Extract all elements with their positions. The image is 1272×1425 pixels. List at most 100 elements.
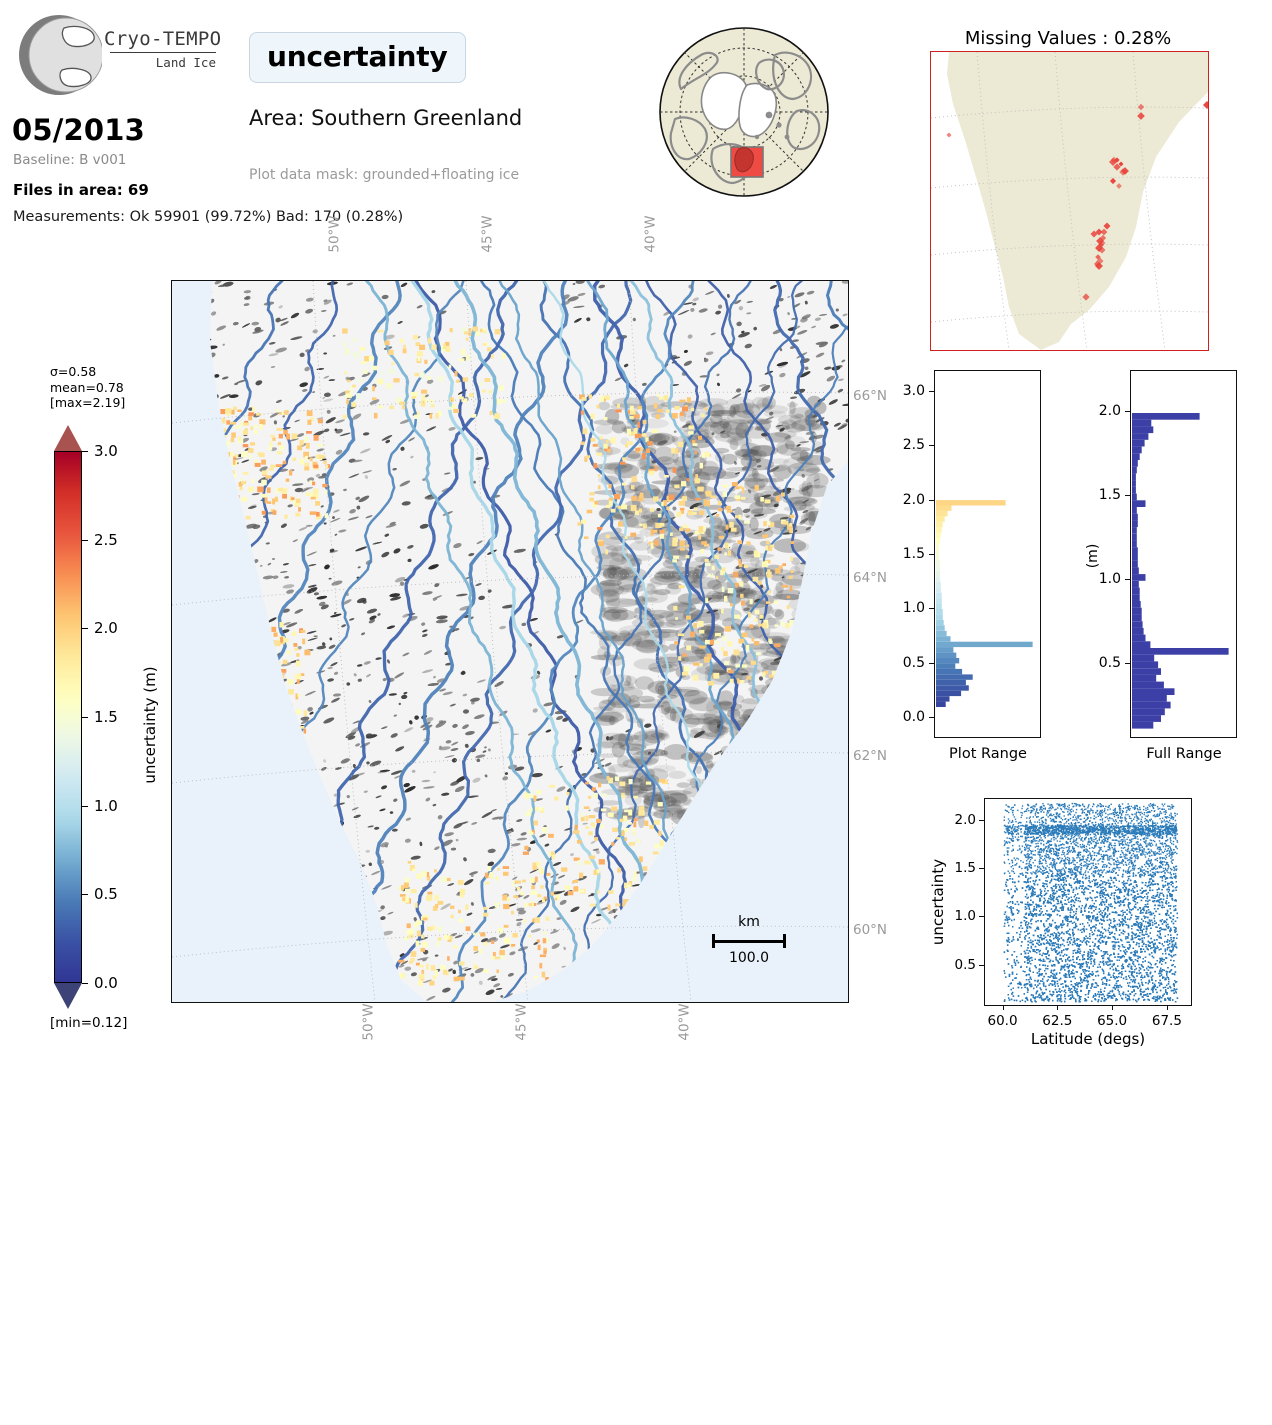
colorbar-under-arrow: [54, 983, 82, 1009]
histogram-bar: [936, 549, 939, 554]
histogram-bar: [936, 653, 956, 658]
missing-values-title: Missing Values : 0.28%: [965, 28, 1171, 49]
date-label: 05/2013: [12, 113, 145, 147]
histogram-bar: [1132, 709, 1165, 716]
map-graticule: [172, 281, 848, 1002]
plot-range-caption: Plot Range: [949, 746, 1027, 762]
logo-name: Cryo-TEMPO: [104, 30, 224, 49]
histogram-bar: [1132, 581, 1139, 588]
colorbar-over-arrow: [54, 425, 82, 451]
histogram-tick: [1125, 495, 1130, 496]
histogram-tick-label: 1.5: [1089, 487, 1121, 503]
histogram-bar: [936, 576, 940, 581]
colorbar-gradient: [54, 451, 82, 983]
histogram-bar: [936, 565, 940, 570]
histogram-bar: [1132, 433, 1148, 440]
histogram-bar: [1132, 420, 1151, 427]
histogram-bar: [1132, 467, 1137, 474]
histogram-bar: [936, 516, 945, 521]
scatter-y-tick: [979, 965, 984, 966]
logo-wordmark: Cryo-TEMPO Land Ice: [104, 30, 224, 70]
scatter-x-tick: [1057, 1005, 1058, 1010]
histogram-bar: [1132, 413, 1200, 420]
latitude-uncertainty-scatter[interactable]: [984, 798, 1192, 1006]
page-title: uncertainty: [249, 32, 466, 83]
histogram-bar: [1132, 682, 1164, 689]
histogram-bar: [1132, 561, 1138, 568]
map-lon-label: 50°W: [361, 1003, 377, 1040]
histogram-bar: [936, 571, 940, 576]
histogram-tick-label: 0.5: [893, 655, 925, 671]
histogram-bar: [1132, 702, 1171, 709]
full-range-caption: Full Range: [1146, 746, 1221, 762]
histogram-bar: [936, 527, 942, 532]
histogram-bar: [936, 647, 953, 652]
histogram-bar: [936, 560, 940, 565]
histogram-bar: [936, 696, 950, 701]
histogram-bar: [936, 664, 955, 669]
histogram-bar: [1132, 554, 1138, 561]
full-range-histogram[interactable]: [1130, 370, 1237, 738]
full-range-ylabel: (m): [1085, 544, 1101, 569]
map-lat-label: 62°N: [853, 748, 887, 764]
histogram-bar: [1132, 453, 1140, 460]
histogram-bar: [936, 625, 945, 630]
colorbar-tick-label: 2.5: [94, 531, 118, 549]
scalebar-value: 100.0: [729, 950, 769, 966]
histogram-tick: [929, 608, 934, 609]
histogram-bar: [936, 555, 939, 560]
logo-divider: [110, 52, 216, 53]
histogram-bar: [1132, 520, 1138, 527]
plot-data-mask-label: Plot data mask: grounded+floating ice: [249, 167, 519, 183]
histogram-bar: [1132, 527, 1137, 534]
scatter-y-tick-label: 2.0: [940, 812, 976, 828]
histogram-bar: [936, 658, 959, 663]
histogram-bar: [936, 538, 940, 543]
histogram-bar: [936, 522, 943, 527]
colorbar-tick-label: 2.0: [94, 619, 118, 637]
histogram-tick: [929, 391, 934, 392]
histogram-bar: [936, 615, 943, 620]
colorbar-tick: [82, 451, 88, 452]
histogram-bar: [936, 642, 1033, 647]
scalebar-line: [712, 940, 786, 943]
histogram-tick-label: 3.0: [893, 383, 925, 399]
scalebar-cap-right: [783, 934, 786, 948]
histogram-bar: [1132, 534, 1137, 541]
histogram-bar: [936, 691, 961, 696]
histogram-bar: [936, 544, 939, 549]
histogram-tick: [1125, 663, 1130, 664]
histogram-tick-label: 0.0: [893, 709, 925, 725]
main-map[interactable]: [171, 280, 849, 1003]
histogram-bar: [1132, 614, 1142, 621]
histogram-bar: [1132, 722, 1153, 729]
scatter-x-tick: [1112, 1005, 1113, 1010]
histogram-bar: [1132, 715, 1161, 722]
histogram-bar: [936, 598, 942, 603]
histogram-bar: [936, 582, 941, 587]
histogram-bar: [1132, 648, 1229, 655]
histogram-tick-label: 1.0: [893, 600, 925, 616]
histogram-bar: [1132, 621, 1143, 628]
colorbar-tick: [82, 540, 88, 541]
missing-values-map[interactable]: [930, 51, 1209, 351]
polar-globe-inset: [651, 19, 837, 205]
colorbar-tick-label: 1.0: [94, 797, 118, 815]
map-lon-label: 40°W: [677, 1003, 693, 1040]
colorbar-tick: [82, 894, 88, 895]
histogram-bar: [1132, 594, 1140, 601]
histogram-tick-label: 1.0: [1089, 571, 1121, 587]
measurements-label: Measurements: Ok 59901 (99.72%) Bad: 170…: [13, 209, 403, 225]
colorbar-tick: [82, 628, 88, 629]
plot-range-histogram[interactable]: [934, 370, 1041, 738]
map-lat-label: 60°N: [853, 922, 887, 938]
colorbar-tick-label: 1.5: [94, 708, 118, 726]
histogram-bar: [1132, 661, 1158, 668]
histogram-bar: [936, 685, 969, 690]
histogram-bar: [936, 593, 942, 598]
area-label: Area: Southern Greenland: [249, 106, 522, 130]
histogram-bar: [936, 631, 947, 636]
files-in-area-label: Files in area: 69: [13, 181, 149, 199]
histogram-bar: [936, 702, 946, 707]
